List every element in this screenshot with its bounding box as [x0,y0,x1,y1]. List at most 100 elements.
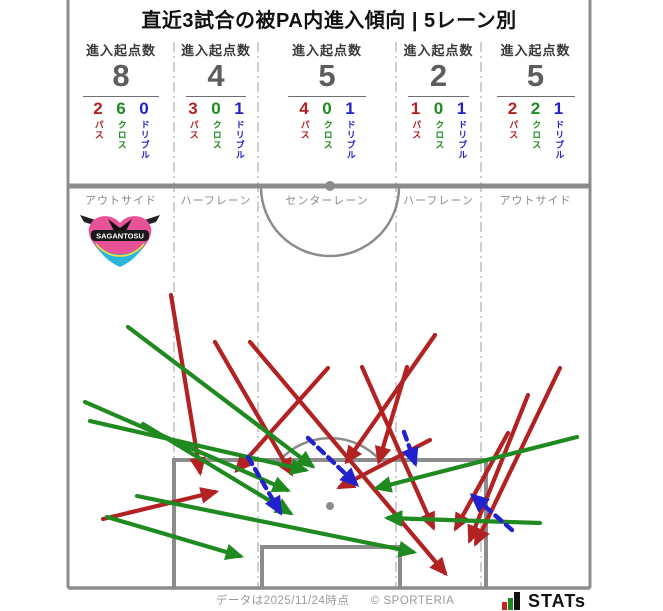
total-underline [407,95,470,97]
total-underline [82,95,160,97]
cross-count: 2 [530,98,541,118]
pass-label: パス [411,119,422,140]
cross-label: クロス [531,119,542,150]
breakdown-row: 2 パス 2 クロス 1 ドリブル [481,100,590,160]
dribble-count: 0 [139,98,149,118]
entry-origin-count-label: 進入起点数 [85,43,156,58]
logo-text: SAGANTOSU [96,232,144,241]
lane-label: ハーフレーン [180,195,252,207]
arrow-dribble [469,493,515,533]
stat-dribble: 0 ドリブル [137,100,152,160]
arrow-cross [87,418,310,476]
pass-count: 4 [299,98,309,118]
arrow-cross [383,510,543,527]
stat-dribble: 1 ドリブル [551,100,566,160]
arrow-cross [372,434,580,493]
cross-label: クロス [211,119,222,150]
pass-label: パス [299,119,310,140]
dribble-label: ドリブル [457,119,468,160]
arrow-pass [359,364,436,531]
goal-area [260,545,402,588]
stats-brand: STATs [502,588,612,610]
dribble-label: ドリブル [554,119,565,160]
arrow-pass [168,292,206,477]
entry-origin-total: 8 [112,58,130,93]
dribble-count: 1 [345,98,355,118]
page-title: 直近3試合の被PA内進入傾向 | 5レーン別 [141,10,517,32]
copyright: © SPORTERIA [370,595,455,607]
cross-label: クロス [116,119,127,150]
sagan-tosu-logo: SAGANTOSU [80,215,160,267]
stat-dribble: 1 ドリブル [343,100,358,160]
entry-origin-total: 5 [318,58,336,93]
lane-stats-column-center: 進入起点数 5 4 パス 0 クロス 1 ドリブル [258,40,396,188]
pass-count: 2 [507,98,518,118]
entry-origin-count-label: 進入起点数 [180,43,251,58]
pass-label: パス [188,119,199,140]
lane-stats-column-halfspace-left: 進入起点数 4 3 パス 0 クロス 1 ドリブル [174,40,258,188]
total-underline [185,95,247,97]
center-spot [325,181,335,191]
pass-count: 3 [188,98,198,118]
dribble-label: ドリブル [139,119,150,160]
stat-pass: 1 パス [408,100,423,160]
stat-pass: 2 パス [91,100,106,160]
stat-dribble: 1 ドリブル [454,100,469,160]
cross-label: クロス [434,119,445,150]
stat-cross: 0 クロス [320,100,335,160]
lane-label: ハーフレーン [403,195,474,207]
arrow-pass [473,365,563,547]
arrow-pass [453,430,511,532]
dribble-count: 1 [553,98,564,118]
arrow-pass [344,332,438,465]
lane-label: アウトサイド [499,195,572,207]
breakdown-row: 1 パス 0 クロス 1 ドリブル [396,100,481,160]
cross-count: 6 [116,98,126,118]
entry-origin-total: 4 [207,58,225,93]
arrow-cross [134,493,418,558]
stats-bars-icon [502,591,522,610]
data-date-note: データは2025/11/24時点 [215,595,350,607]
stat-pass: 3 パス [186,100,201,160]
entry-origin-count-label: 進入起点数 [500,43,571,58]
cross-label: クロス [322,119,333,150]
logo-band [91,230,149,241]
entry-origin-count-label: 進入起点数 [403,43,474,58]
pass-label: パス [508,119,519,140]
footer-note: データは2025/11/24時点 © SPORTERIA [150,592,520,608]
arrow-dribble [305,435,360,488]
arrow-dribble [401,429,419,468]
dribble-count: 1 [234,98,244,118]
stat-pass: 4 パス [297,100,312,160]
lane-stats-column-halfspace-right: 進入起点数 2 1 パス 0 クロス 1 ドリブル [396,40,481,188]
center-circle-arc [259,186,401,258]
lane-stats-column-outside-left: 進入起点数 8 2 パス 6 クロス 0 ドリブル [68,40,174,188]
entry-origin-total: 5 [526,58,545,93]
breakdown-row: 3 パス 0 クロス 1 ドリブル [174,100,258,160]
breakdown-row: 2 パス 6 クロス 0 ドリブル [68,100,174,160]
dribble-label: ドリブル [345,119,356,160]
lane-label: アウトサイド [85,195,157,207]
entry-origin-count-label: 進入起点数 [291,43,362,58]
arrow-dribble [245,454,283,516]
stat-cross: 0 クロス [209,100,224,160]
dribble-count: 1 [456,98,467,118]
arrow-pass [100,487,220,522]
lane-stats-column-outside-right: 進入起点数 5 2 パス 2 クロス 1 ドリブル [481,40,590,188]
arrow-pass [467,392,531,544]
penalty-spot [326,502,334,510]
stat-cross: 0 クロス [431,100,446,160]
arrow-pass [234,365,331,474]
entry-arrows-layer [82,292,580,577]
arrow-pass [212,339,294,477]
stat-dribble: 1 ドリブル [232,100,247,160]
cross-count: 0 [211,98,221,118]
arrow-cross [104,514,245,561]
stat-cross: 2 クロス [528,100,543,160]
cross-count: 0 [433,98,444,118]
pass-count: 2 [93,98,103,118]
lane-label: センターレーン [285,195,369,207]
logo-stripes [94,241,146,267]
